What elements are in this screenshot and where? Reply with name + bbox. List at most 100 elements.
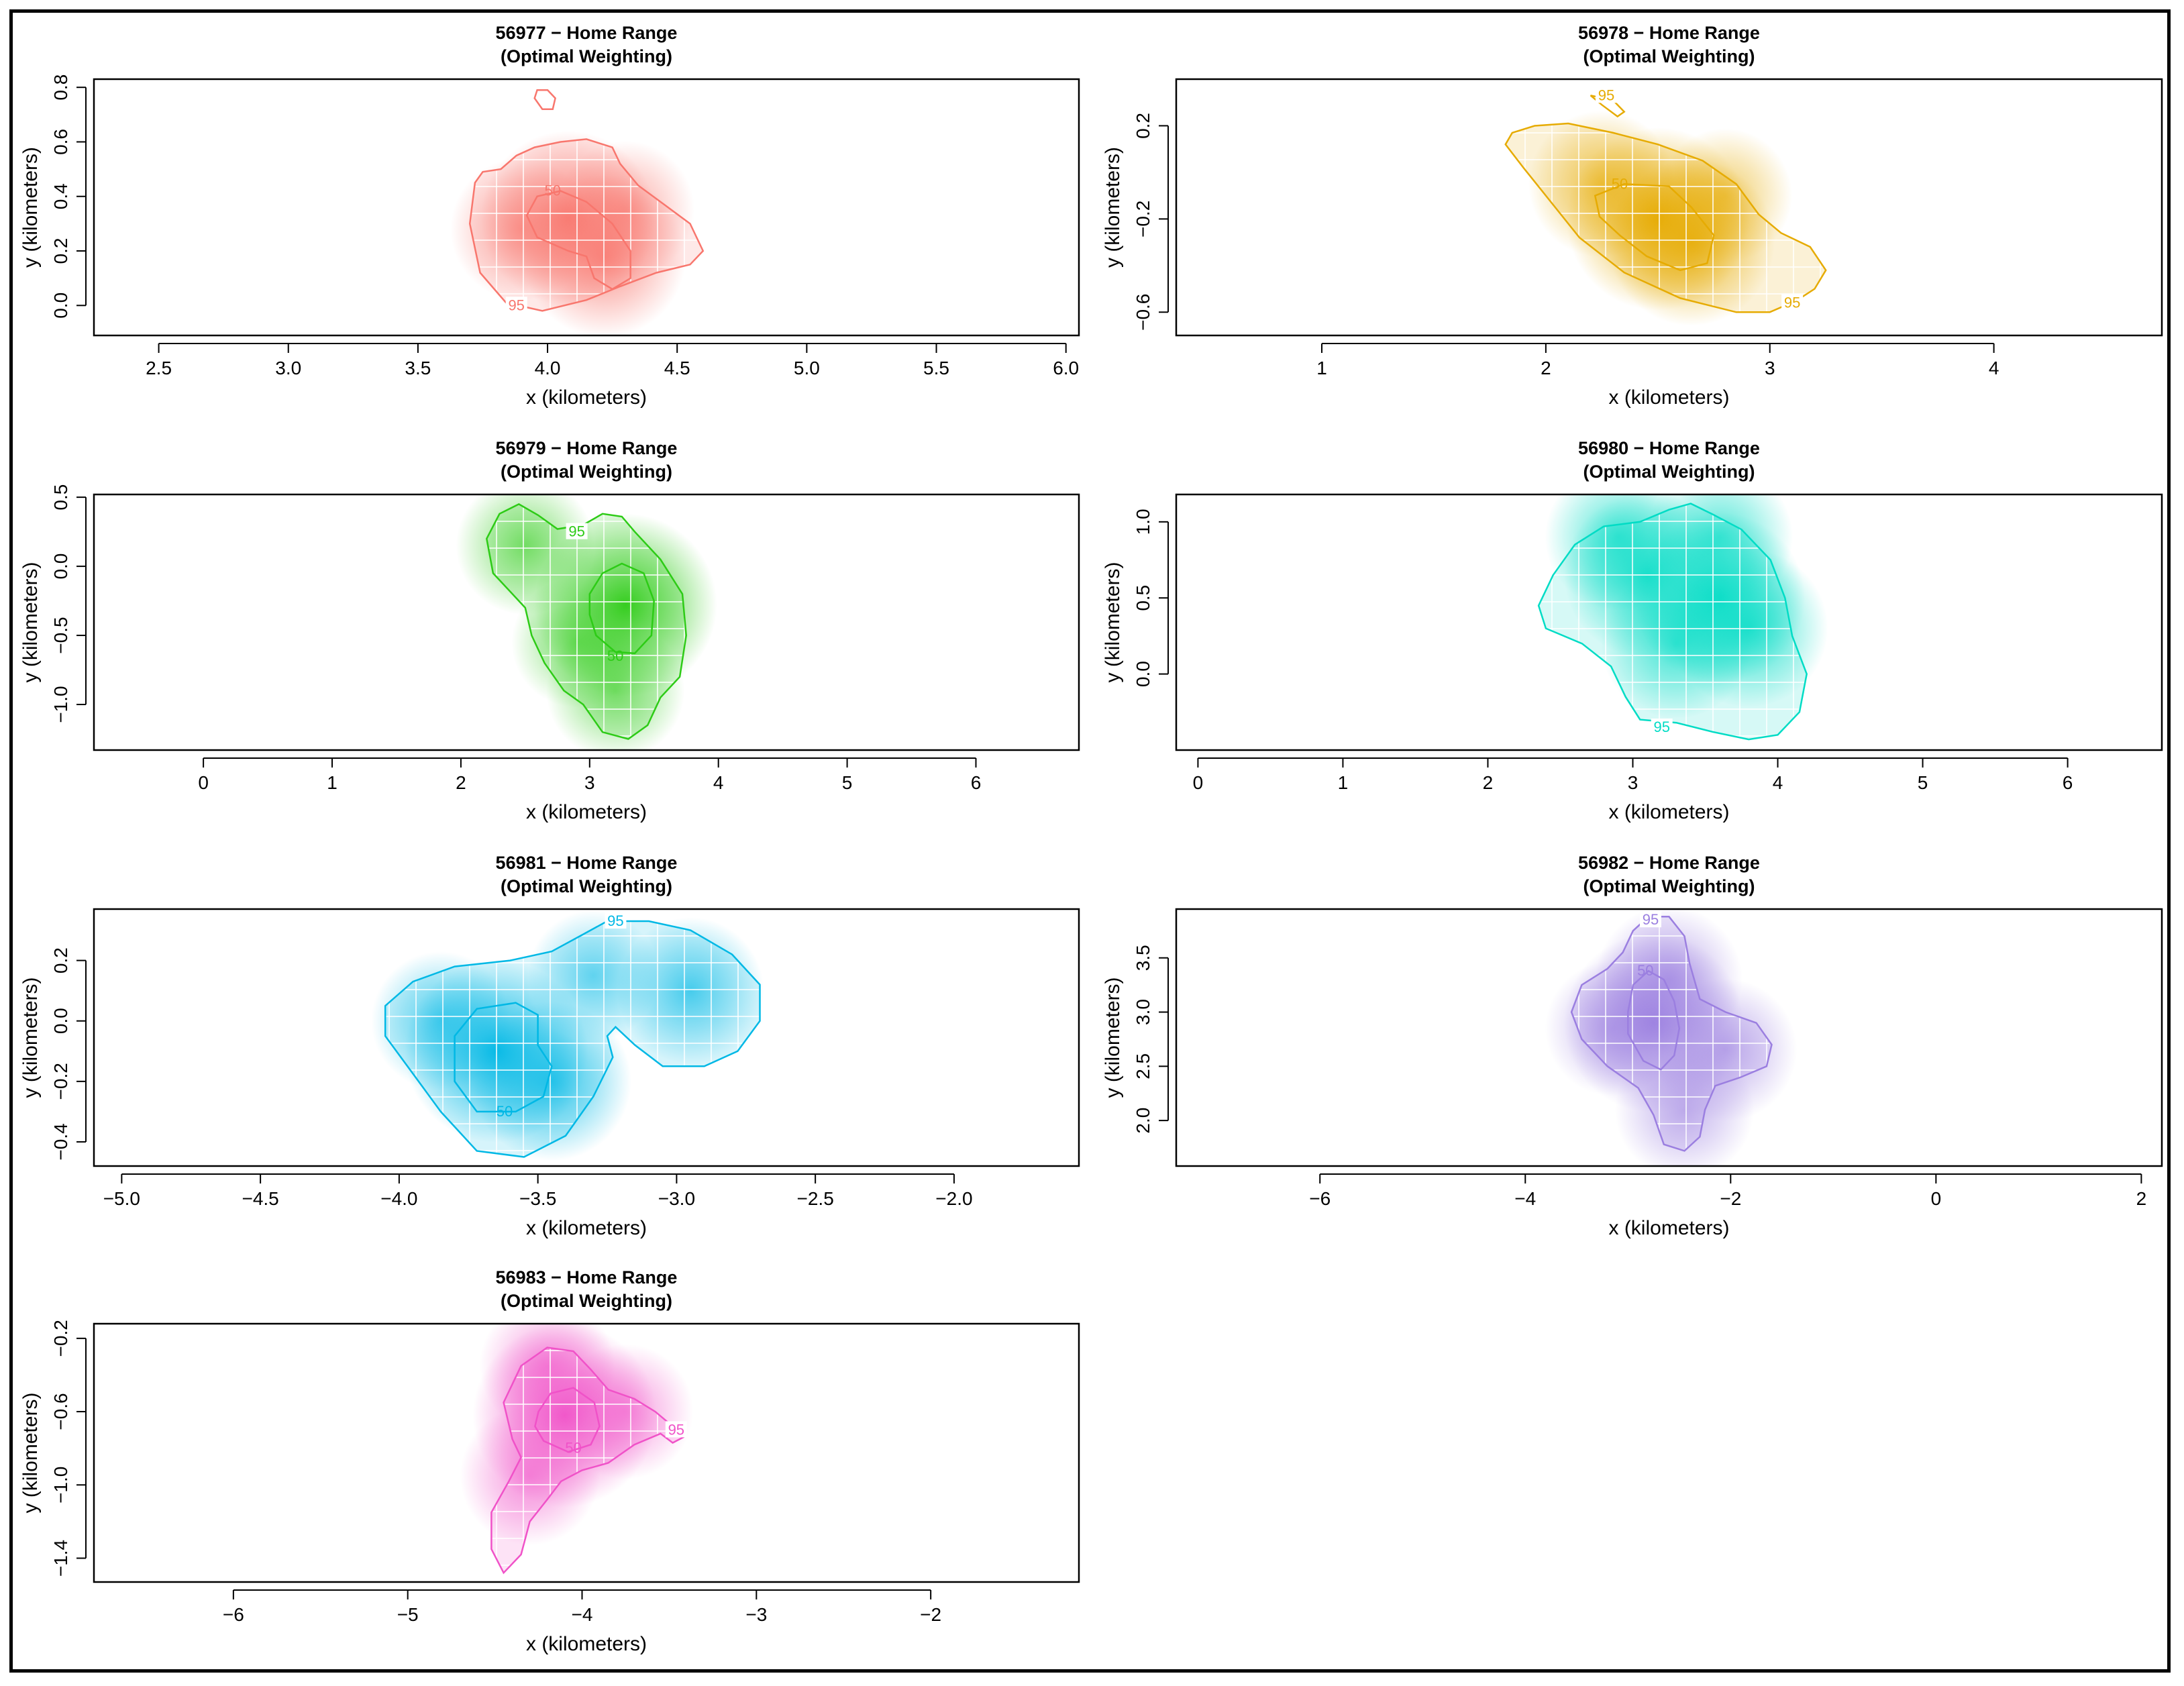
y-tick-label: 0.2 xyxy=(1133,113,1153,139)
x-tick-label: −2.5 xyxy=(797,1188,834,1209)
x-tick-label: −5.0 xyxy=(103,1188,140,1209)
contour-95 xyxy=(490,1347,685,1575)
panel-1: 56977 − Home Range (Optimal Weighting) 95 5… xyxy=(19,23,1080,409)
plot-box xyxy=(1175,493,2163,751)
x-tick-label: 3.0 xyxy=(275,358,301,378)
x-tick-label: 2 xyxy=(456,772,466,793)
y-tick-label: 0.0 xyxy=(50,554,71,580)
panel-7: 56983 − Home Range (Optimal Weighting) 95 5… xyxy=(19,1267,1080,1655)
y-axis-label: y (kilometers) xyxy=(19,977,42,1098)
panel-title: 56980 − Home Range xyxy=(1578,438,1760,458)
x-axis-label: x (kilometers) xyxy=(526,1217,647,1239)
density-hotspot xyxy=(472,1002,631,1161)
contour-label: 50 xyxy=(1612,175,1628,192)
x-tick-label: 1 xyxy=(327,772,337,793)
x-tick-label: 5 xyxy=(842,772,853,793)
x-tick-label: 5.0 xyxy=(794,358,820,378)
contour-label: 95 xyxy=(1643,911,1659,928)
y-tick-label: 0.5 xyxy=(50,484,71,511)
y-tick-label: 0.2 xyxy=(50,947,71,973)
x-tick-label: 4 xyxy=(713,772,724,793)
plot-area: 95 50 xyxy=(460,1324,694,1575)
contour-50 xyxy=(1627,969,1681,1071)
contour-50 xyxy=(588,562,655,655)
x-tick-label: 1 xyxy=(1338,772,1349,793)
y-axis-label: y (kilometers) xyxy=(19,1392,42,1513)
x-tick-label: 3.5 xyxy=(405,358,431,378)
panel-subtitle: (Optimal Weighting) xyxy=(501,1291,672,1311)
x-tick-label: 1 xyxy=(1316,358,1327,378)
density-hotspot xyxy=(1657,128,1793,264)
x-tick-label: 4.0 xyxy=(535,358,561,378)
contour-50 xyxy=(454,1002,553,1113)
y-tick-label: −0.2 xyxy=(50,1320,71,1357)
panel-subtitle: (Optimal Weighting) xyxy=(501,46,672,66)
y-tick-label: 0.0 xyxy=(50,293,71,319)
plot-area: 95 50 xyxy=(450,89,705,335)
x-tick-label: 3 xyxy=(1765,358,1775,378)
contour-label: 95 xyxy=(1653,719,1669,735)
x-tick-label: 4 xyxy=(1773,772,1783,793)
y-tick-label: 0.0 xyxy=(50,1008,71,1034)
y-tick-label: −1.4 xyxy=(50,1540,71,1577)
x-tick-label: 6 xyxy=(2063,772,2073,793)
plot-box xyxy=(1175,78,2163,337)
y-axis-label: y (kilometers) xyxy=(1102,562,1124,682)
x-axis-label: x (kilometers) xyxy=(526,801,647,823)
x-tick-label: 4.5 xyxy=(664,358,690,378)
panel-title: 56978 − Home Range xyxy=(1578,23,1760,43)
contour-label: 95 xyxy=(1784,294,1800,311)
y-tick-label: 0.8 xyxy=(50,74,71,101)
x-tick-label: −2.0 xyxy=(935,1188,972,1209)
plot-area: 95 50 xyxy=(456,494,717,750)
y-tick-label: −0.4 xyxy=(50,1123,71,1160)
y-tick-label: −0.6 xyxy=(1133,294,1153,331)
density-hotspot xyxy=(479,1324,615,1434)
panel-title: 56977 − Home Range xyxy=(496,23,678,43)
x-tick-label: −3.5 xyxy=(519,1188,556,1209)
x-tick-label: 2 xyxy=(1483,772,1494,793)
x-tick-label: 2 xyxy=(1541,358,1551,378)
panel-4: 56980 − Home Range (Optimal Weighting) 95 0… xyxy=(1102,438,2163,823)
y-tick-label: −0.2 xyxy=(1133,201,1153,238)
x-tick-label: 6.0 xyxy=(1053,358,1079,378)
panel-5: 56981 − Home Range (Optimal Weighting) 95 5… xyxy=(19,853,1080,1239)
x-tick-label: 5.5 xyxy=(923,358,949,378)
density-hotspot xyxy=(527,910,659,1041)
contour-50 xyxy=(534,1387,601,1453)
panel-title: 56982 − Home Range xyxy=(1578,853,1760,873)
contour-95 xyxy=(533,89,556,110)
x-axis-label: x (kilometers) xyxy=(1608,801,1729,823)
y-tick-label: −0.2 xyxy=(50,1063,71,1100)
contour-label: 50 xyxy=(497,1103,513,1120)
plot-box xyxy=(93,908,1080,1167)
y-tick-label: 1.0 xyxy=(1133,509,1153,535)
plot-box xyxy=(1175,908,2163,1167)
panel-subtitle: (Optimal Weighting) xyxy=(501,876,672,896)
x-axis-label: x (kilometers) xyxy=(526,1633,647,1655)
x-tick-label: −4 xyxy=(572,1604,593,1625)
density-hotspot xyxy=(1646,494,1793,611)
panel-subtitle: (Optimal Weighting) xyxy=(1583,462,1755,482)
y-tick-label: −0.5 xyxy=(50,617,71,653)
density-hotspot xyxy=(556,140,695,280)
contour-label: 50 xyxy=(607,647,623,664)
y-axis-label: y (kilometers) xyxy=(19,562,42,682)
contour-95 xyxy=(384,920,761,1158)
contour-95 xyxy=(1570,916,1773,1152)
plot-area: 95 50 xyxy=(1545,909,1798,1166)
panel-subtitle: (Optimal Weighting) xyxy=(1583,46,1755,66)
x-tick-label: 3 xyxy=(584,772,595,793)
x-tick-label: 0 xyxy=(198,772,209,793)
panel-2: 56978 − Home Range (Optimal Weighting) 95 9… xyxy=(1102,23,2163,409)
x-tick-label: 5 xyxy=(1918,772,1928,793)
contour-label: 95 xyxy=(1598,87,1614,103)
y-tick-label: 2.0 xyxy=(1133,1108,1153,1134)
x-tick-label: −6 xyxy=(1309,1188,1331,1209)
panel-3: 56979 − Home Range (Optimal Weighting) 95 5… xyxy=(19,438,1080,823)
panel-subtitle: (Optimal Weighting) xyxy=(501,462,672,482)
density-hotspot xyxy=(450,158,593,301)
y-tick-label: 0.5 xyxy=(1133,585,1153,611)
panel-title: 56983 − Home Range xyxy=(496,1267,678,1287)
